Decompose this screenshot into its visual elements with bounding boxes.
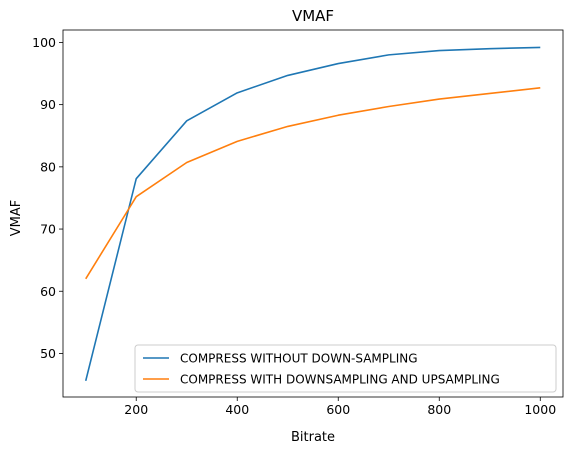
y-tick-label: 100 (32, 35, 56, 50)
legend-entry: COMPRESS WITHOUT DOWN-SAMPLING (180, 352, 418, 366)
x-tick-label: 600 (326, 402, 350, 417)
y-axis-label: VMAF (9, 200, 24, 236)
legend-entry: COMPRESS WITH DOWNSAMPLING AND UPSAMPLIN… (180, 373, 500, 387)
x-tick-label: 800 (427, 402, 451, 417)
legend-box (134, 344, 557, 393)
y-tick-label: 60 (40, 284, 56, 299)
plot-frame (62, 29, 564, 398)
plot-lines (84, 46, 541, 382)
x-axis: 200 400 600 800 1000 (124, 397, 556, 417)
legend: COMPRESS WITHOUT DOWN-SAMPLING COMPRESS W… (134, 344, 557, 393)
x-tick-label: 400 (225, 402, 249, 417)
x-tick-label: 200 (124, 402, 148, 417)
y-axis: 50 60 70 80 90 100 (32, 35, 63, 361)
y-tick-label: 80 (40, 159, 56, 174)
series-line-1 (84, 46, 541, 382)
y-tick-label: 90 (40, 97, 56, 112)
y-tick-label: 50 (40, 346, 56, 361)
chart-title: VMAF (292, 7, 334, 25)
x-tick-label: 1000 (524, 402, 556, 417)
y-tick-label: 70 (40, 222, 56, 237)
series-line-2 (85, 87, 541, 280)
x-axis-label: Bitrate (291, 430, 335, 445)
